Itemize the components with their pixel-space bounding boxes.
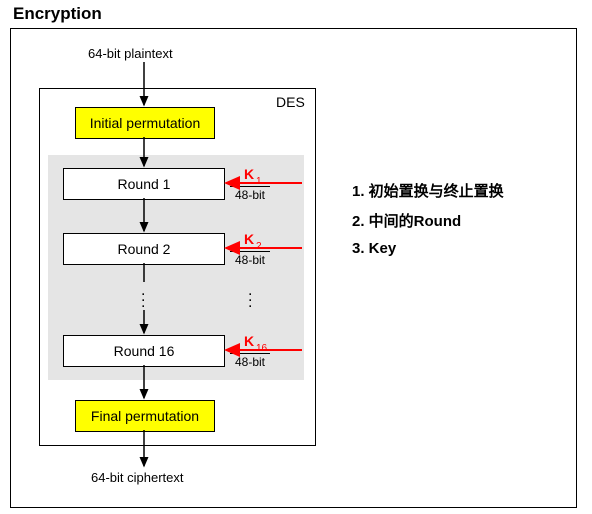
key-16-label: K (244, 333, 254, 349)
final-permutation-box: Final permutation (75, 400, 215, 432)
initial-permutation-label: Initial permutation (90, 115, 201, 131)
round-1-label: Round 1 (118, 176, 171, 192)
plaintext-label: 64-bit plaintext (88, 46, 173, 61)
initial-permutation-box: Initial permutation (75, 107, 215, 139)
note-3: 3. Key (352, 240, 396, 257)
key-16-line (230, 353, 270, 354)
round-16-box: Round 16 (63, 335, 225, 367)
des-label: DES (276, 94, 305, 110)
round-1-box: Round 1 (63, 168, 225, 200)
key-1-bits: 48-bit (235, 188, 265, 202)
page-title: Encryption (13, 4, 102, 24)
ciphertext-label: 64-bit ciphertext (91, 470, 184, 485)
final-permutation-label: Final permutation (91, 408, 199, 424)
keys-vdots: ... (248, 288, 252, 306)
round-2-box: Round 2 (63, 233, 225, 265)
round-16-label: Round 16 (114, 343, 175, 359)
note-2: 2. 中间的Round (352, 210, 461, 231)
key-2-bits: 48-bit (235, 253, 265, 267)
note-1: 1. 初始置换与终止置换 (352, 180, 504, 201)
rounds-vdots: ... (141, 288, 145, 306)
key-16-bits: 48-bit (235, 355, 265, 369)
key-2-line (230, 251, 270, 252)
key-1-line (230, 186, 270, 187)
round-2-label: Round 2 (118, 241, 171, 257)
key-1-label: K (244, 166, 254, 182)
key-2-label: K (244, 231, 254, 247)
